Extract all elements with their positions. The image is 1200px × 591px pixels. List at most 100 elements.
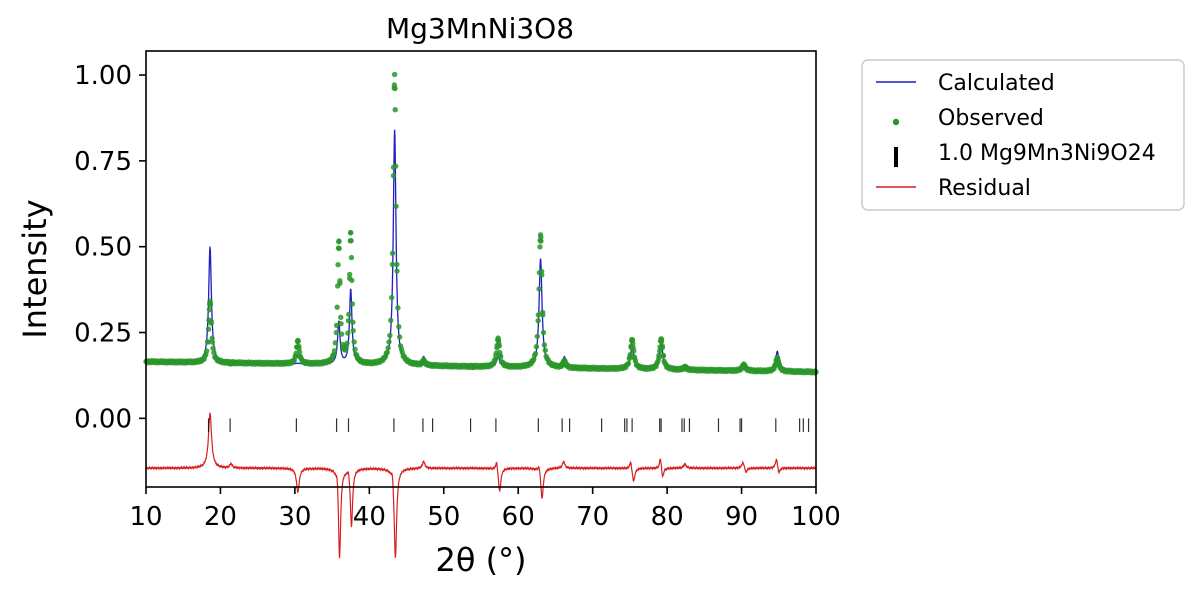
observed-point <box>660 352 667 359</box>
x-tick-label: 10 <box>129 502 162 532</box>
observed-point <box>385 345 391 351</box>
observed-point <box>350 327 356 334</box>
x-tick-label: 70 <box>576 502 609 532</box>
x-tick-label: 30 <box>278 502 311 532</box>
legend-item: Observed <box>892 106 1044 131</box>
observed-point <box>295 338 301 344</box>
observed-point <box>536 286 542 292</box>
observed-point <box>496 343 502 349</box>
observed-point <box>389 250 396 256</box>
x-tick-label: 90 <box>725 502 758 532</box>
observed-point <box>331 348 338 354</box>
y-tick-label: 0.00 <box>74 404 132 434</box>
observed-point <box>631 348 637 354</box>
legend-item: 1.0 Mg9Mn3Ni9O24 <box>894 141 1156 167</box>
observed-point <box>658 338 665 344</box>
observed-point <box>391 71 398 78</box>
observed-point <box>394 268 400 274</box>
observed-point <box>346 271 353 278</box>
observed-point <box>538 238 544 244</box>
observed-point <box>206 306 213 313</box>
observed-point <box>392 85 398 92</box>
observed-point <box>537 244 543 250</box>
observed-point <box>539 272 545 278</box>
reflection-ticks <box>207 418 810 433</box>
observed-point <box>538 234 544 240</box>
observed-point <box>392 107 398 113</box>
observed-point <box>390 172 397 179</box>
observed-point <box>348 254 355 261</box>
observed-point <box>397 334 403 340</box>
y-tick-label: 1.00 <box>74 61 132 91</box>
observed-point <box>388 294 395 301</box>
y-tick-label: 0.25 <box>74 319 132 349</box>
observed-point <box>336 245 342 252</box>
residual-series <box>145 412 817 559</box>
observed-point <box>535 312 542 318</box>
observed-point <box>332 340 339 346</box>
y-axis: 0.00 0.25 0.50 0.75 1.00 <box>74 61 146 434</box>
observed-point <box>205 339 211 345</box>
x-tick-label: 80 <box>651 502 684 532</box>
observed-point <box>334 304 340 310</box>
legend-frame <box>861 59 1185 211</box>
legend-label: Observed <box>938 106 1044 131</box>
legend-label: Residual <box>938 176 1031 201</box>
observed-point <box>338 320 344 327</box>
observed-point <box>396 323 402 330</box>
observed-point <box>204 348 210 354</box>
plot-area <box>143 71 819 559</box>
observed-point <box>395 305 401 311</box>
observed-point <box>336 238 342 244</box>
observed-point <box>393 203 399 209</box>
observed-point <box>210 345 216 352</box>
observed-point <box>535 317 541 324</box>
observed-point <box>352 346 358 353</box>
observed-point <box>533 344 540 350</box>
observed-point <box>345 330 351 336</box>
x-axis-title: 2θ (°) <box>435 541 526 579</box>
x-tick-label: 20 <box>204 502 237 532</box>
observed-point <box>207 300 214 307</box>
legend-bar-swatch <box>894 147 898 167</box>
legend-label: 1.0 Mg9Mn3Ni9O24 <box>938 141 1156 166</box>
y-tick-label: 0.75 <box>74 147 132 177</box>
observed-point <box>389 261 396 268</box>
observed-point <box>349 277 355 283</box>
observed-point <box>348 229 354 236</box>
observed-point <box>296 349 303 355</box>
observed-point <box>335 262 341 268</box>
observed-point <box>393 163 399 169</box>
observed-point <box>388 317 394 324</box>
legend: Calculated Observed 1.0 Mg9Mn3Ni9O24 Residu… <box>861 59 1185 211</box>
observed-point <box>351 339 357 345</box>
observed-point <box>387 332 393 339</box>
observed-point <box>209 339 215 345</box>
x-tick-label: 40 <box>353 502 386 532</box>
observed-point <box>208 320 214 326</box>
observed-point <box>540 312 546 318</box>
legend-dot-swatch <box>892 118 900 126</box>
observed-point <box>625 360 632 367</box>
x-tick-label: 60 <box>502 502 535 532</box>
observed-point <box>344 340 350 346</box>
residual-line <box>145 412 817 559</box>
observed-point <box>384 349 390 356</box>
x-tick-label: 100 <box>791 502 841 532</box>
observed-point <box>394 261 400 268</box>
observed-point <box>656 352 662 359</box>
observed-point <box>542 347 549 353</box>
observed-point <box>346 311 352 318</box>
observed-point <box>345 317 352 324</box>
calculated-series <box>146 129 817 373</box>
observed-point <box>338 314 344 321</box>
observed-point <box>333 322 340 329</box>
observed-point <box>627 351 633 358</box>
observed-point <box>337 280 343 286</box>
observed-point <box>540 329 547 336</box>
observed-point <box>333 329 339 336</box>
calculated-line <box>146 129 817 373</box>
y-tick-label: 0.50 <box>74 233 132 263</box>
observed-point <box>386 339 392 345</box>
